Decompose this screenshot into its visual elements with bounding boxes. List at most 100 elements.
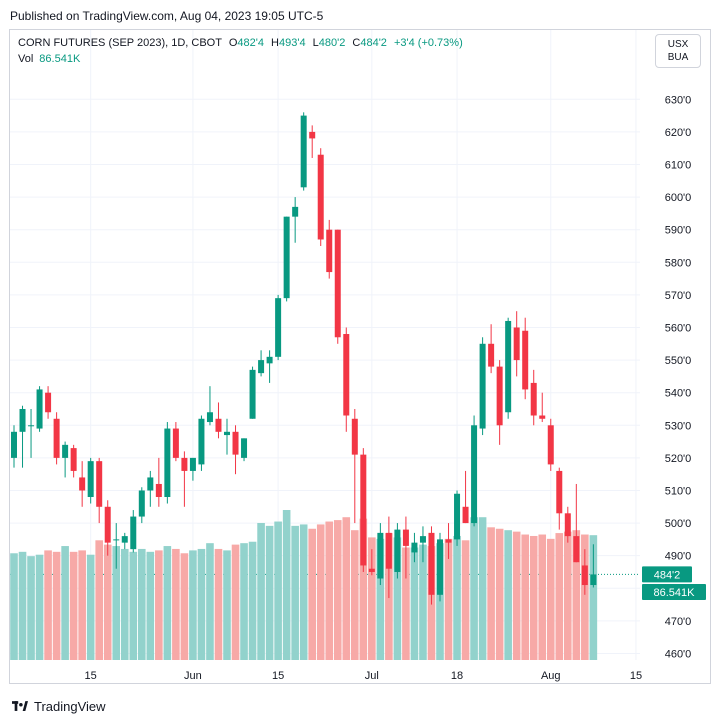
candle-body (283, 216, 290, 299)
candle-body (300, 115, 307, 188)
volume-bar (138, 548, 146, 660)
high-value: 493'4 (278, 37, 306, 49)
candle-body (326, 229, 333, 273)
vol-value: 86.541K (39, 53, 81, 65)
volume-bar (223, 550, 231, 660)
time-tick-label: 15 (630, 670, 642, 682)
candle-body (241, 438, 248, 458)
volume-bar (436, 543, 444, 660)
candle-body (96, 461, 103, 507)
candle-body (360, 454, 367, 566)
volume-bar (129, 551, 138, 660)
volume-bar (470, 517, 478, 660)
volume-bar (316, 524, 325, 660)
volume-bar (27, 556, 35, 660)
volume-badge-bg (642, 584, 706, 600)
volume-bar (410, 547, 419, 660)
close-label: C (352, 37, 361, 49)
candle-body (496, 366, 503, 426)
volume-bar (103, 544, 112, 660)
volume-legend: Vol 86.541K (18, 53, 80, 65)
volume-bar (282, 510, 291, 660)
candle-body (471, 425, 478, 524)
candle-body (79, 477, 86, 491)
candle-body (419, 536, 426, 543)
volume-bar (402, 547, 410, 660)
candle-body (385, 532, 392, 569)
candle-body (317, 154, 324, 240)
tradingview-logo-icon (12, 701, 28, 711)
currency-unit-button[interactable]: USX BUA (655, 34, 701, 68)
candle-body (181, 457, 188, 471)
volume-bar (274, 521, 282, 660)
volume-bar (461, 540, 470, 660)
change-value: +3'4 (+0.73%) (393, 37, 463, 49)
time-axis: 15 Jun 15 Jul 18 Aug 15 (85, 670, 643, 682)
volume-bar (351, 530, 359, 660)
candle-body (232, 431, 239, 455)
price-tick-label: 620'0 (665, 127, 692, 139)
volume-bar (308, 528, 316, 660)
candle-body (351, 418, 358, 455)
price-tick-label: 490'0 (665, 551, 692, 563)
legend: CORN FUTURES (SEP 2023), 1D, CBOT O482'4… (18, 37, 463, 49)
volume-bar (35, 554, 44, 660)
candle-body (454, 493, 461, 540)
volume-bar (453, 535, 461, 660)
candle-body (11, 431, 17, 458)
candle-body (130, 516, 137, 550)
price-tick-label: 580'0 (665, 257, 692, 269)
currency-line1: USX (667, 39, 689, 50)
volume-bar (180, 553, 189, 660)
candle-body (377, 532, 384, 579)
candle-body (581, 565, 588, 586)
volume-bar (189, 550, 197, 660)
candle-body (224, 431, 230, 436)
candle-body (564, 513, 571, 537)
price-tick-label: 460'0 (665, 648, 692, 660)
candle-body (309, 131, 316, 139)
candle-body (394, 529, 401, 572)
volume-bar (78, 550, 86, 660)
price-tick-label: 520'0 (665, 453, 692, 465)
volume-bar (18, 551, 27, 660)
time-tick-label: 15 (272, 670, 284, 682)
candle-body (172, 428, 179, 458)
candle-body (62, 444, 69, 458)
candle-body (189, 457, 196, 471)
candle-body (36, 389, 43, 429)
volume-bar (214, 548, 223, 660)
volume-bar (231, 544, 240, 660)
candle-body (198, 418, 205, 465)
volume-bars (10, 510, 598, 660)
candle-body (113, 539, 120, 541)
candle-body (45, 392, 52, 413)
candle-body (292, 206, 299, 217)
price-badges: 484'2 86.541K (642, 566, 706, 600)
candle-body (522, 330, 529, 390)
volume-bar (240, 543, 248, 660)
volume-bar (581, 534, 589, 660)
candle-body (479, 343, 486, 429)
volume-bar (359, 518, 368, 660)
candle-body (368, 568, 375, 572)
volume-bar (265, 525, 274, 660)
price-tick-label: 510'0 (665, 485, 692, 497)
candle-body (539, 415, 546, 419)
footer-brand[interactable]: TradingView (12, 699, 106, 714)
price-tick-label: 560'0 (665, 322, 692, 334)
candle-body (104, 506, 111, 543)
candle-body (258, 360, 265, 374)
candle-body (437, 539, 443, 595)
volume-bar (393, 537, 402, 660)
volume-bar (325, 521, 334, 660)
brand-name: TradingView (34, 699, 106, 714)
volume-bar (495, 528, 504, 660)
candle-body (445, 539, 452, 543)
last-price-badge-bg (642, 566, 692, 583)
candle-body (530, 382, 537, 416)
volume-bar (163, 546, 172, 660)
candle-body (70, 448, 77, 471)
candles (11, 112, 597, 605)
